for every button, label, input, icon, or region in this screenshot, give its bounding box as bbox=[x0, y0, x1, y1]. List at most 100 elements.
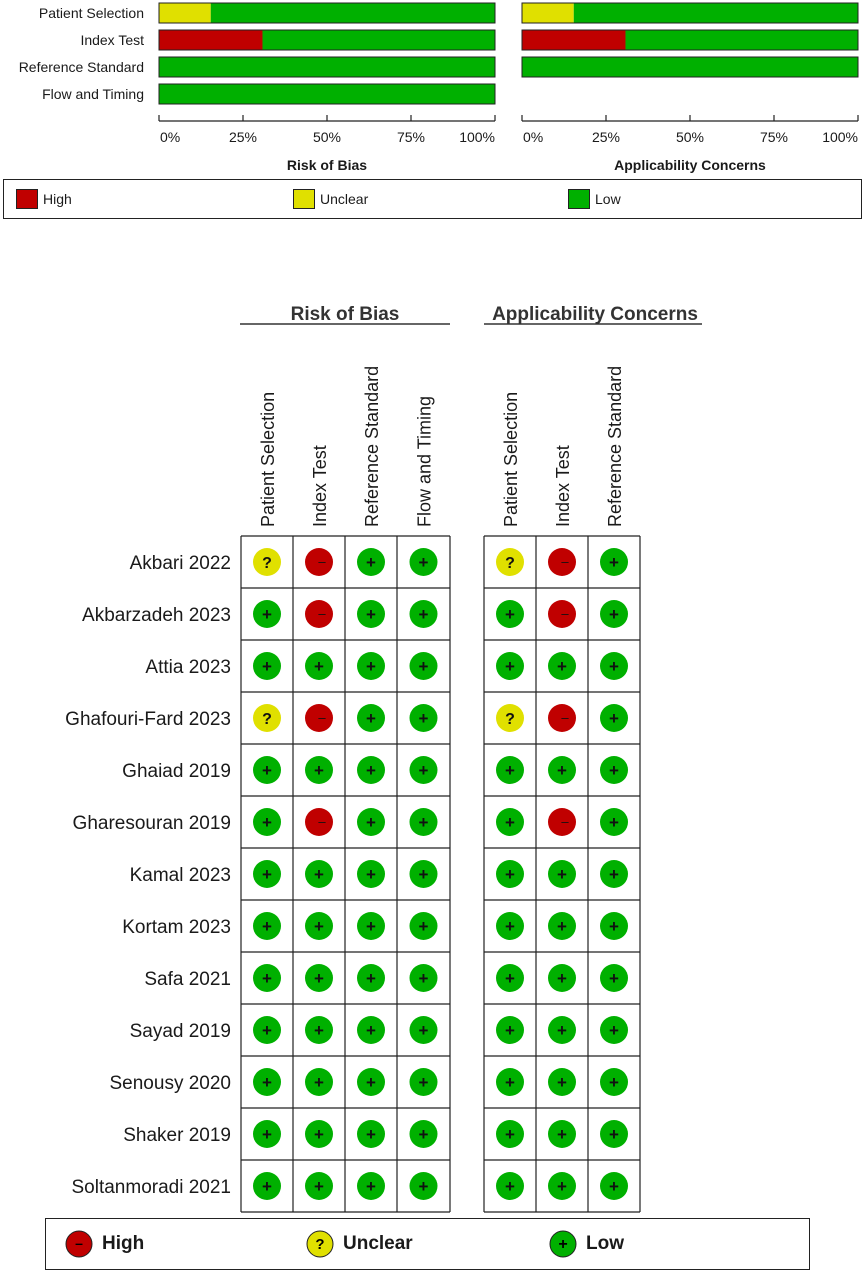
judgement-low-icon: + bbox=[496, 912, 524, 940]
svg-text:+: + bbox=[314, 761, 324, 780]
judgement-unclear-icon: ? bbox=[496, 548, 524, 576]
judgement-low-icon: + bbox=[600, 652, 628, 680]
svg-text:+: + bbox=[262, 605, 272, 624]
judgement-low-icon: + bbox=[409, 1016, 438, 1044]
judgement-unclear-icon: ? bbox=[496, 704, 524, 732]
svg-text:+: + bbox=[505, 1177, 515, 1196]
judgement-low-icon: + bbox=[357, 860, 385, 888]
judgement-low-icon: + bbox=[409, 704, 438, 732]
svg-text:+: + bbox=[262, 1177, 272, 1196]
svg-text:+: + bbox=[262, 1021, 272, 1040]
svg-text:+: + bbox=[366, 605, 376, 624]
judgement-low-icon: + bbox=[305, 1016, 333, 1044]
study-label: Shaker 2019 bbox=[123, 1125, 231, 1146]
svg-text:+: + bbox=[557, 917, 567, 936]
svg-text:–: – bbox=[318, 710, 326, 725]
svg-text:+: + bbox=[366, 1125, 376, 1144]
svg-text:+: + bbox=[505, 1125, 515, 1144]
svg-text:+: + bbox=[419, 657, 429, 676]
x-tick-label: 75% bbox=[760, 129, 788, 145]
svg-text:+: + bbox=[557, 1021, 567, 1040]
judgement-low-icon: + bbox=[548, 756, 576, 784]
svg-text:+: + bbox=[262, 917, 272, 936]
svg-text:+: + bbox=[314, 1073, 324, 1092]
judgement-low-icon: + bbox=[548, 1016, 576, 1044]
study-label: Attia 2023 bbox=[145, 657, 231, 678]
legend-item-low: Low bbox=[568, 189, 621, 209]
svg-text:+: + bbox=[505, 1073, 515, 1092]
judgement-low-icon: + bbox=[496, 600, 524, 628]
svg-text:+: + bbox=[609, 1021, 619, 1040]
big-legend-label-unclear: Unclear bbox=[343, 1233, 413, 1254]
judgement-low-icon: + bbox=[409, 1120, 438, 1148]
judgement-low-icon: + bbox=[253, 600, 281, 628]
legend-item-unclear: Unclear bbox=[293, 189, 368, 209]
svg-text:+: + bbox=[366, 553, 376, 572]
judgement-low-icon: + bbox=[357, 912, 385, 940]
big-legend-item-low: + Low bbox=[548, 1229, 624, 1259]
row-label: Flow and Timing bbox=[42, 86, 144, 102]
group-header-risk-of-bias: Risk of Bias bbox=[291, 304, 400, 325]
judgement-low-icon: + bbox=[253, 1016, 281, 1044]
judgement-low-icon: + bbox=[600, 860, 628, 888]
svg-text:+: + bbox=[419, 1021, 429, 1040]
column-header: Patient Selection bbox=[501, 392, 521, 527]
judgement-low-icon: + bbox=[496, 756, 524, 784]
bar-segment-low bbox=[522, 57, 858, 77]
judgement-low-icon: + bbox=[253, 1068, 281, 1096]
svg-text:+: + bbox=[314, 917, 324, 936]
judgement-low-icon: + bbox=[357, 1068, 385, 1096]
judgement-low-icon: + bbox=[357, 1172, 385, 1200]
svg-text:+: + bbox=[557, 969, 567, 988]
svg-text:+: + bbox=[609, 709, 619, 728]
bar-segment-low bbox=[573, 3, 858, 23]
svg-text:+: + bbox=[366, 1021, 376, 1040]
judgement-low-icon: + bbox=[253, 1120, 281, 1148]
judgement-low-icon: + bbox=[305, 1068, 333, 1096]
svg-text:+: + bbox=[505, 865, 515, 884]
svg-text:+: + bbox=[505, 761, 515, 780]
judgement-low-icon: + bbox=[357, 548, 385, 576]
judgement-low-icon: + bbox=[409, 808, 438, 836]
judgement-low-icon: + bbox=[409, 964, 438, 992]
bar-segment-low bbox=[159, 84, 495, 104]
legend-swatch-high bbox=[16, 189, 38, 209]
study-label: Akbarzadeh 2023 bbox=[82, 605, 231, 626]
judgement-low-icon: + bbox=[548, 1172, 576, 1200]
legend-label-high: High bbox=[43, 191, 72, 207]
judgement-low-icon: + bbox=[305, 1120, 333, 1148]
svg-text:–: – bbox=[318, 606, 326, 621]
study-label: Ghafouri-Fard 2023 bbox=[65, 709, 231, 730]
judgement-low-icon: + bbox=[496, 860, 524, 888]
svg-text:+: + bbox=[609, 1125, 619, 1144]
svg-text:+: + bbox=[419, 865, 429, 884]
legend-swatch-unclear bbox=[293, 189, 315, 209]
judgement-high-icon: – bbox=[305, 600, 333, 628]
svg-text:+: + bbox=[366, 969, 376, 988]
study-label: Kortam 2023 bbox=[122, 917, 231, 938]
bar-segment-low bbox=[625, 30, 858, 50]
svg-text:+: + bbox=[419, 969, 429, 988]
bar-outline bbox=[158, 2, 496, 24]
judgement-unclear-icon: ? bbox=[253, 704, 281, 732]
svg-text:+: + bbox=[366, 761, 376, 780]
judgement-low-icon: + bbox=[600, 600, 628, 628]
svg-text:+: + bbox=[262, 1125, 272, 1144]
svg-text:+: + bbox=[419, 813, 429, 832]
svg-text:+: + bbox=[505, 1021, 515, 1040]
column-header: Reference Standard bbox=[605, 366, 625, 527]
svg-text:?: ? bbox=[262, 711, 272, 728]
svg-text:+: + bbox=[557, 1073, 567, 1092]
svg-text:+: + bbox=[419, 605, 429, 624]
svg-text:+: + bbox=[609, 657, 619, 676]
judgement-low-icon: + bbox=[496, 1068, 524, 1096]
bar-segment-unclear bbox=[522, 3, 574, 23]
judgement-low-icon: + bbox=[357, 652, 385, 680]
study-label: Safa 2021 bbox=[144, 969, 231, 990]
judgement-low-icon: + bbox=[548, 1120, 576, 1148]
svg-text:+: + bbox=[366, 1073, 376, 1092]
column-header: Index Test bbox=[553, 445, 573, 527]
legend-label-low: Low bbox=[595, 191, 621, 207]
low-symbol-icon: + bbox=[549, 1230, 577, 1258]
